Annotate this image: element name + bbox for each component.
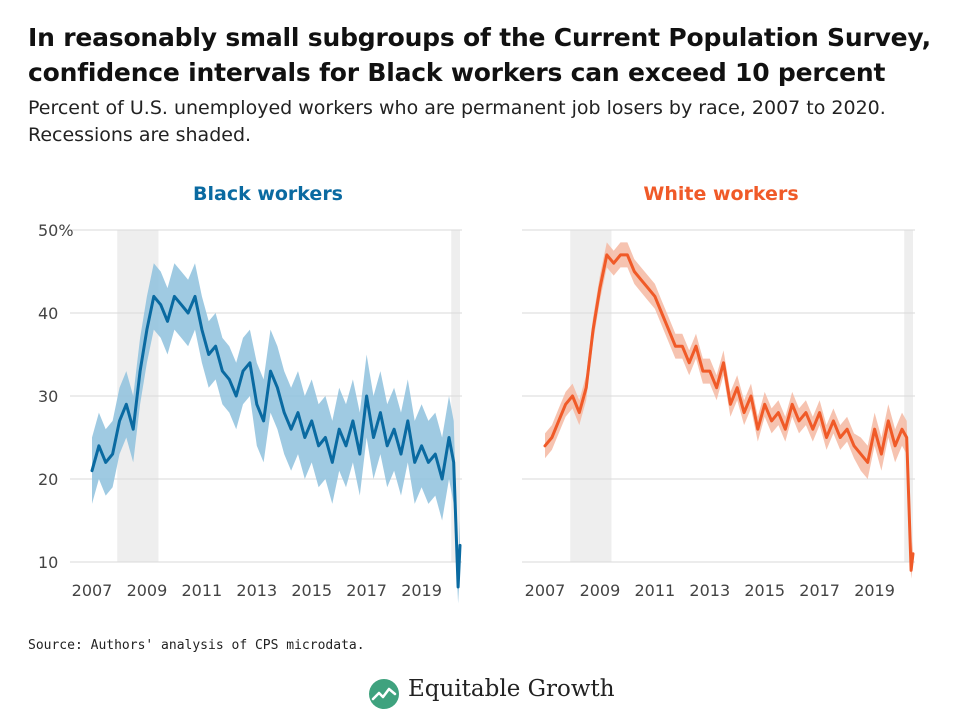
black-panel-title: Black workers	[193, 183, 343, 205]
chart-area: 10 20 30 40 50% 2007 2009 2011 2013 2015 2017 2019 B…	[38, 183, 915, 604]
white-xtick-label-2009: 2009	[580, 581, 621, 600]
chart-title: In reasonably small subgroups of the Cur…	[28, 23, 931, 87]
white-xtick-label-2007: 2007	[525, 581, 566, 600]
equitable-growth-logo-icon	[369, 679, 399, 709]
black-xtick-label-2017: 2017	[346, 581, 387, 600]
black-ytick-label-50: 50%	[38, 221, 74, 240]
source-note: Source: Authors' analysis of CPS microda…	[28, 638, 365, 653]
black-xtick-label-2009: 2009	[127, 581, 168, 600]
black-xtick-label-2019: 2019	[401, 581, 442, 600]
black-xtick-label-2007: 2007	[72, 581, 113, 600]
white-series-line	[543, 253, 915, 572]
black-xtick-label-2011: 2011	[181, 581, 222, 600]
black-ytick-label-10: 10	[38, 553, 58, 572]
white-xtick-label-2011: 2011	[634, 581, 675, 600]
black-xtick-label-2015: 2015	[291, 581, 332, 600]
white-xtick-label-2013: 2013	[689, 581, 730, 600]
black-xtick-label-2013: 2013	[236, 581, 277, 600]
chart-subtitle: Percent of U.S. unemployed workers who a…	[28, 97, 886, 146]
white-xtick-label-2015: 2015	[744, 581, 785, 600]
white-panel-title: White workers	[643, 183, 798, 205]
white-xtick-label-2019: 2019	[854, 581, 895, 600]
brand-name: Equitable Growth	[408, 676, 615, 702]
black-ytick-label-20: 20	[38, 470, 58, 489]
black-ytick-label-30: 30	[38, 387, 58, 406]
black-ytick-label-40: 40	[38, 304, 58, 323]
black-confidence-band	[92, 263, 460, 604]
white-xtick-label-2017: 2017	[799, 581, 840, 600]
black-series-line	[90, 294, 462, 589]
